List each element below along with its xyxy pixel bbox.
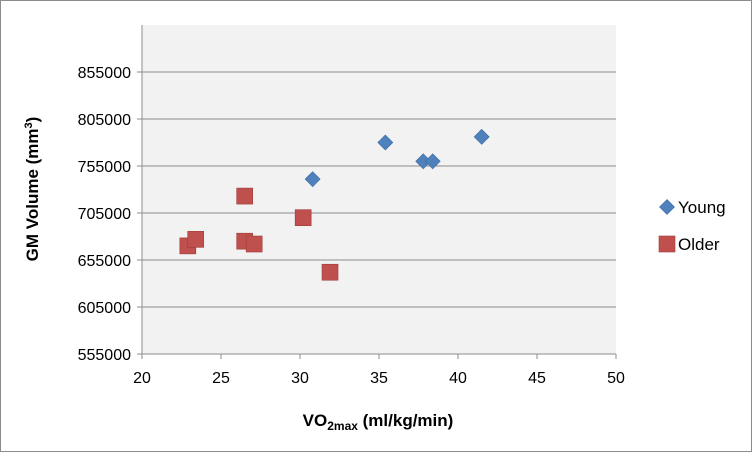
series-older [179, 187, 339, 281]
young-point [473, 128, 490, 145]
legend-young-marker [659, 199, 675, 215]
young-point [377, 134, 394, 151]
y-tick-label: 655000 [78, 253, 131, 270]
y-axis-title: GM Volume (mm3) [23, 117, 42, 262]
x-tick-label: 35 [370, 370, 388, 387]
older-point [294, 209, 312, 226]
legend-item-older: Older [658, 235, 720, 254]
x-tick-label: 30 [291, 370, 309, 387]
older-point [236, 187, 253, 205]
y-tick-labels: 555000 605000 655000 705000 755000 805000 8550… [78, 65, 131, 364]
x-tick-label: 25 [212, 370, 230, 387]
x-tick-label: 45 [528, 370, 546, 387]
y-tick-label: 555000 [78, 347, 131, 364]
y-tick-label: 805000 [78, 112, 131, 129]
legend-older-marker [658, 235, 676, 253]
x-tick-label: 20 [133, 370, 151, 387]
y-tick-label: 705000 [78, 206, 131, 223]
y-tick-label: 605000 [78, 300, 131, 317]
legend: Young Older [658, 198, 726, 254]
x-tick-label: 50 [607, 370, 625, 387]
y-tick-label: 855000 [78, 65, 131, 82]
young-point [304, 171, 321, 188]
plot-area [142, 25, 616, 354]
series-young [304, 128, 490, 188]
axes [137, 25, 617, 359]
data-points [179, 128, 490, 281]
grid-lines [142, 71, 616, 308]
young-point [424, 153, 441, 170]
older-point [321, 263, 339, 281]
legend-older-label: Older [678, 235, 720, 254]
older-point [245, 235, 263, 253]
y-tick-label: 755000 [78, 159, 131, 176]
x-tick-label: 40 [449, 370, 467, 387]
older-point [187, 231, 205, 248]
x-axis-title: VO2max (ml/kg/min) [303, 411, 454, 433]
x-tick-labels: 20 25 30 35 40 45 50 [133, 370, 625, 387]
legend-item-young: Young [659, 198, 726, 217]
legend-young-label: Young [678, 198, 726, 217]
